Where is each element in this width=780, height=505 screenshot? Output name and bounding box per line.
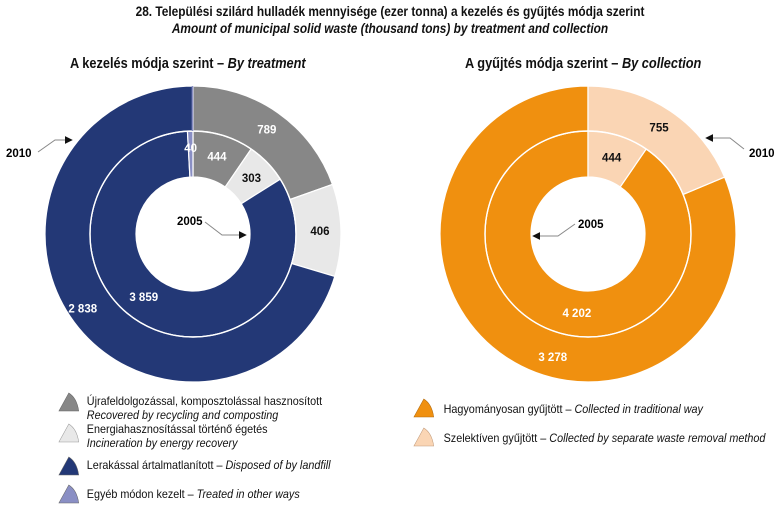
data-label-2010-traditional: 3 278 xyxy=(538,352,567,364)
legend-label-en: Collected by separate waste removal meth… xyxy=(549,431,766,445)
legend-label-hu: Szelektíven gyűjtött xyxy=(443,431,538,445)
legend-swatch-recycling xyxy=(58,392,80,412)
collection-chart-title: A gyűjtés módja szerint – By collection xyxy=(465,56,701,72)
data-label-2005-landfill: 3 859 xyxy=(129,292,158,304)
legend-swatch-traditional xyxy=(413,398,435,418)
collection-title-en: By collection xyxy=(621,56,702,72)
legend-label-hu: Energiahasznosítással történő égetés xyxy=(86,422,268,436)
treatment-chart-title: A kezelés módja szerint – By treatment xyxy=(70,56,306,72)
treatment-legend: Újrafeldolgozással, komposztolással hasz… xyxy=(58,392,355,504)
legend-label-hu: Hagyományosan gyűjtött xyxy=(443,402,563,416)
data-label-2010-selective: 755 xyxy=(649,123,669,135)
legend-label-en: Treated in other ways xyxy=(196,487,300,501)
data-label-2005-traditional: 4 202 xyxy=(562,308,591,320)
legend-label-en: Disposed of by landfill xyxy=(225,458,331,472)
data-label-2010-landfill: 2 838 xyxy=(68,303,97,315)
legend-label-en: Incineration by energy recovery xyxy=(86,436,238,450)
arrow-2005-right xyxy=(532,223,576,240)
treatment-title-en: By treatment xyxy=(227,56,306,72)
legend-label-en: Recovered by recycling and composting xyxy=(86,408,279,422)
collection-legend: Hagyományosan gyűjtött – Collected in tr… xyxy=(413,398,765,448)
chart-subtitle: Amount of municipal solid waste (thousan… xyxy=(171,21,609,36)
ring-label-2010-left: 2010 xyxy=(6,148,32,160)
chart-title: 28. Települési szilárd hulladék mennyisé… xyxy=(135,4,645,19)
legend-label-hu: Újrafeldolgozással, komposztolással hasz… xyxy=(86,394,323,408)
arrow-2005-left xyxy=(204,221,247,239)
ring-separator xyxy=(484,130,692,338)
data-label-2005-recycling: 444 xyxy=(207,152,227,164)
ring-label-2005-right: 2005 xyxy=(578,219,604,231)
legend-swatch-other xyxy=(58,484,80,504)
legend-label-en: Collected in traditional way xyxy=(574,402,703,416)
ring-label-2005-left: 2005 xyxy=(177,216,203,228)
collection-donut-chart: 4 202 444 3 278 755 xyxy=(439,85,737,383)
treatment-title-hu: A kezelés módja szerint xyxy=(70,56,214,72)
ring-label-2010-right: 2010 xyxy=(749,148,775,160)
data-label-2010-recycling: 789 xyxy=(257,124,276,136)
legend-label-hu: Egyéb módon kezelt xyxy=(86,487,185,501)
legend-label-hu: Lerakással ártalmatlanított xyxy=(86,458,214,472)
legend-swatch-selective xyxy=(413,427,435,447)
collection-title-sep: – xyxy=(607,56,622,72)
arrow-2010-right xyxy=(705,134,745,150)
data-label-2005-incineration: 303 xyxy=(242,173,261,185)
legend-swatch-incineration xyxy=(58,423,80,443)
arrow-2010-left xyxy=(37,136,73,153)
collection-title-hu: A gyűjtés módja szerint xyxy=(465,56,608,72)
data-label-2005-other: 40 xyxy=(184,143,197,155)
legend-swatch-landfill xyxy=(58,456,80,476)
treatment-title-sep: – xyxy=(213,56,228,72)
data-label-2005-selective: 444 xyxy=(602,153,622,165)
data-label-2010-incineration: 406 xyxy=(310,226,329,238)
